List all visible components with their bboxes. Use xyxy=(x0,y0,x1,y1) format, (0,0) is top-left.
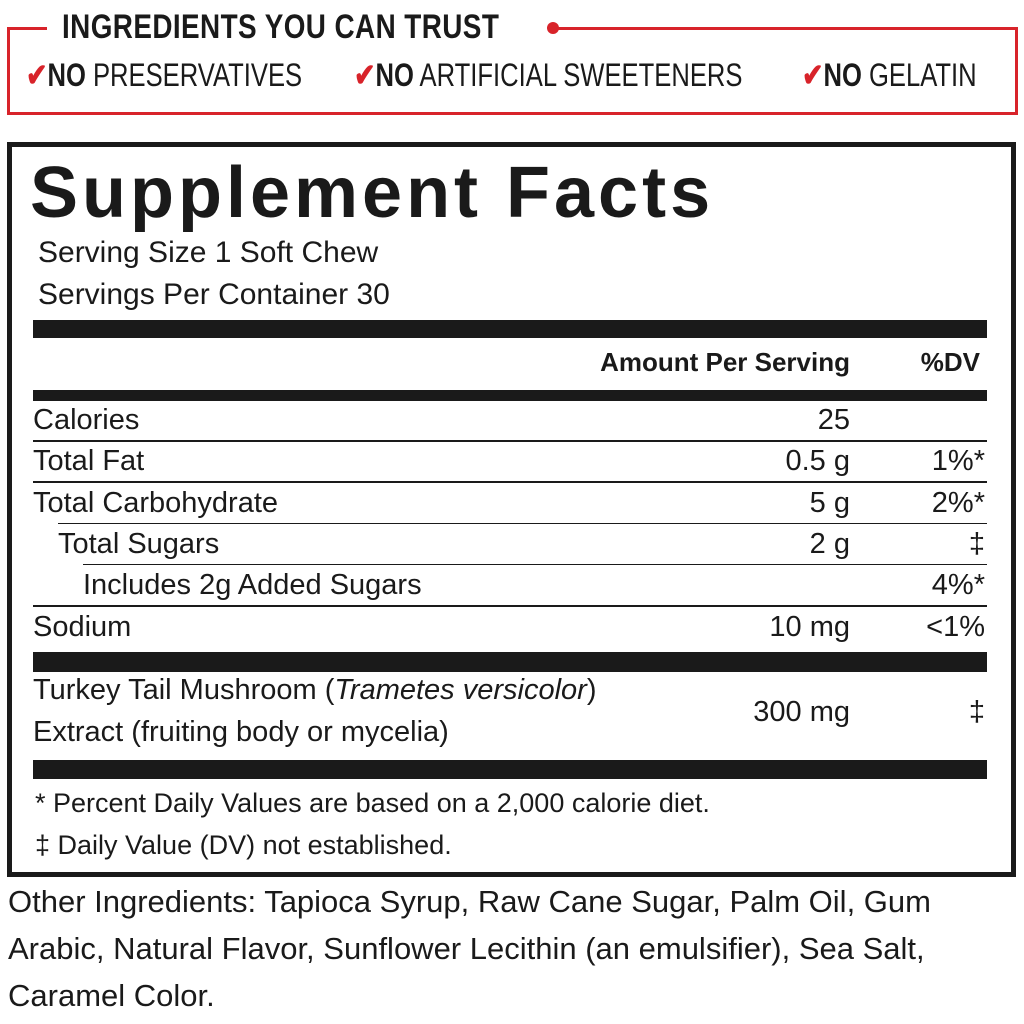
header-amount: Amount Per Serving xyxy=(600,347,850,377)
latin-name: Trametes versicolor xyxy=(334,674,587,706)
nutrient-name: Calories xyxy=(33,404,140,436)
nutrient-amount: 25 xyxy=(817,404,850,436)
trust-title: INGREDIENTS YOU CAN TRUST xyxy=(62,8,500,46)
nutrient-amount: 10 mg xyxy=(769,610,850,643)
claim-no-preservatives: ✔NO PRESERVATIVES xyxy=(26,56,302,94)
other-ingredients-line: Arabic, Natural Flavor, Sunflower Lecith… xyxy=(8,931,925,966)
nutrient-name: Includes 2g Added Sugars xyxy=(83,569,422,602)
header-dv: %DV xyxy=(920,347,980,377)
check-icon: ✔ xyxy=(26,57,48,93)
nutrient-amount: 5 g xyxy=(809,486,850,519)
check-icon: ✔ xyxy=(802,57,824,93)
extract-amount: 300 mg xyxy=(753,696,850,728)
serving-size: Serving Size 1 Soft Chew xyxy=(38,236,379,269)
text: ) xyxy=(586,674,597,706)
claim-text: ARTIFICIAL SWEETENERS xyxy=(413,57,743,93)
claim-bold: NO xyxy=(375,57,414,93)
trust-border xyxy=(7,27,47,30)
claim-bold: NO xyxy=(47,57,86,93)
footnote-not-established: ‡ Daily Value (DV) not established. xyxy=(35,830,452,860)
nutrient-amount: 0.5 g xyxy=(785,445,851,478)
nutrient-dv: <1% xyxy=(926,610,985,643)
red-dot xyxy=(547,22,559,34)
divider-thick xyxy=(33,652,987,672)
extract-name-line2: Extract (fruiting body or mycelia) xyxy=(33,716,449,748)
check-icon: ✔ xyxy=(354,57,376,93)
claim-text: GELATIN xyxy=(861,57,977,93)
nutrient-name: Sodium xyxy=(33,610,132,643)
other-ingredients-line: Caramel Color. xyxy=(8,978,215,1013)
nutrient-dv: 4%* xyxy=(931,569,985,602)
divider-thin xyxy=(33,605,987,607)
servings-per-container: Servings Per Container 30 xyxy=(38,278,390,311)
divider-thick xyxy=(33,320,987,338)
nutrient-dv: 1%* xyxy=(931,445,985,478)
divider-thick xyxy=(33,760,987,779)
nutrient-name: Total Fat xyxy=(33,445,145,478)
nutrient-dv: ‡ xyxy=(968,527,985,560)
divider-thin xyxy=(58,522,987,525)
divider-thick xyxy=(33,390,987,401)
nutrient-name: Total Sugars xyxy=(58,527,220,560)
divider-thin xyxy=(83,563,987,566)
other-ingredients-line: Other Ingredients: Tapioca Syrup, Raw Ca… xyxy=(8,884,931,919)
footnote-dv: * Percent Daily Values are based on a 2,… xyxy=(35,788,710,818)
supplement-facts-box xyxy=(7,142,1016,877)
trust-border xyxy=(553,27,1015,30)
trust-box xyxy=(7,27,1018,115)
text: Turkey Tail Mushroom ( xyxy=(33,674,335,706)
nutrient-dv: 2%* xyxy=(931,486,985,519)
extract-name-line1: Turkey Tail Mushroom (Trametes versicolo… xyxy=(33,674,597,707)
extract-dv: ‡ xyxy=(968,696,985,728)
nutrient-name: Total Carbohydrate xyxy=(33,486,279,519)
nutrient-amount: 2 g xyxy=(809,527,850,560)
facts-title: Supplement Facts xyxy=(30,153,715,233)
claim-bold: NO xyxy=(823,57,862,93)
divider-thin xyxy=(33,440,987,442)
claim-no-artificial-sweeteners: ✔NO ARTIFICIAL SWEETENERS xyxy=(354,56,742,94)
claim-no-gelatin: ✔NO GELATIN xyxy=(802,56,977,94)
divider-thin xyxy=(33,481,987,483)
claim-text: PRESERVATIVES xyxy=(85,57,303,93)
